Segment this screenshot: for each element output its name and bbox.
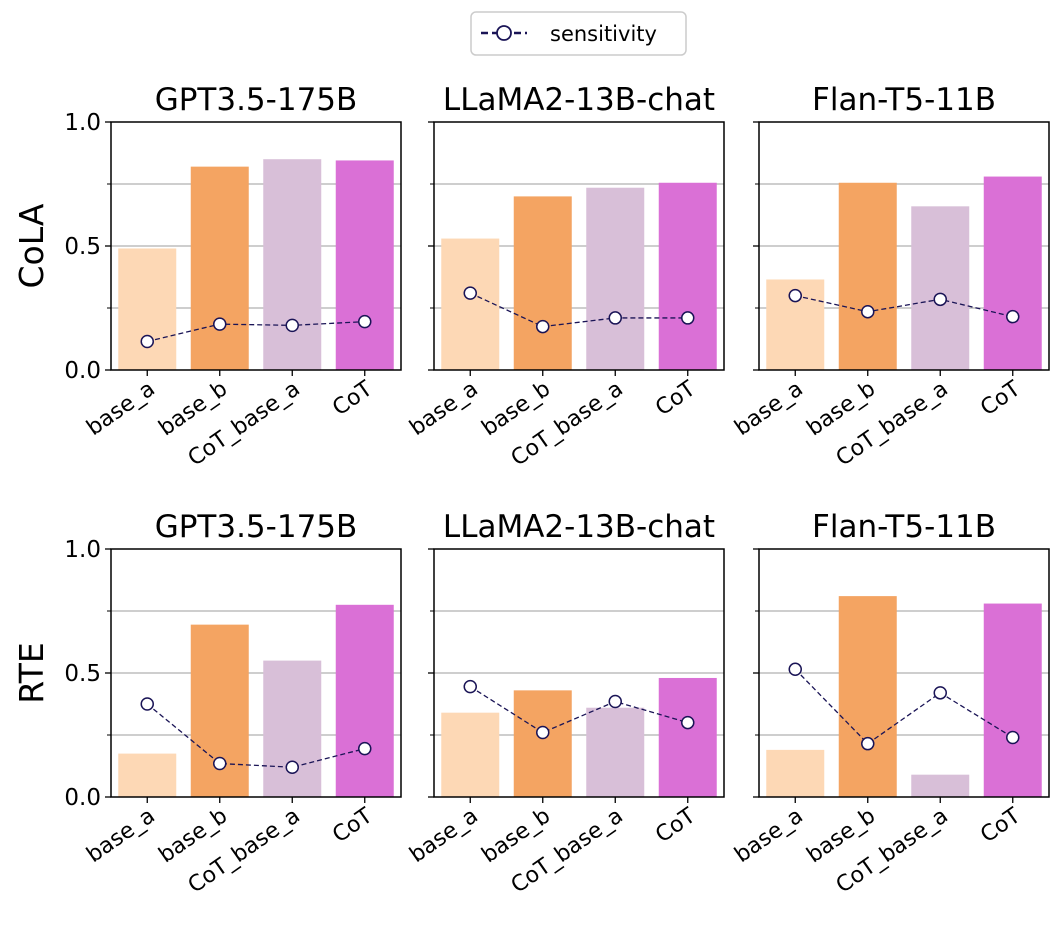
sensitivity-line (469, 686, 688, 734)
bar-base-b (190, 624, 249, 797)
bar-base-b (838, 182, 897, 370)
bar-cot (335, 604, 394, 797)
sensitivity-point (213, 756, 227, 771)
bar-cot (658, 182, 717, 370)
bar-base-a (118, 753, 177, 797)
bar-cot-base-a (586, 187, 645, 370)
x-tick-label: base_a (405, 803, 482, 868)
sensitivity-point (1006, 730, 1020, 745)
panel-title: GPT3.5-175B (155, 509, 358, 545)
bar-base-a (766, 749, 825, 797)
x-tick-label: CoT (651, 376, 700, 421)
bar-cot-base-a (911, 774, 970, 797)
x-tick-label: CoT (328, 376, 377, 421)
x-tick-label: base_a (82, 376, 159, 441)
sensitivity-line (146, 703, 365, 768)
sensitivity-point (358, 314, 372, 329)
row-label: RTE (12, 642, 51, 704)
y-tick-label: 0.0 (64, 785, 101, 811)
panel-title: LLaMA2-13B-chat (443, 509, 715, 545)
legend-sensitivity-marker (496, 25, 512, 41)
x-tick-label: base_a (730, 376, 807, 441)
sensitivity-point (861, 304, 875, 319)
sensitivity-point (681, 311, 695, 325)
sensitivity-point (140, 697, 154, 711)
x-tick-label: CoT (328, 803, 377, 848)
bar-cot (658, 677, 717, 797)
sensitivity-point (536, 319, 550, 334)
sensitivity-point (536, 725, 550, 740)
bar-cot-base-a (263, 660, 322, 797)
y-tick-label: 0.5 (64, 661, 101, 687)
bar-base-b (513, 196, 572, 370)
sensitivity-point (285, 318, 299, 333)
sensitivity-point (140, 334, 154, 349)
panel-title: Flan-T5-11B (812, 82, 996, 118)
panel-title: Flan-T5-11B (812, 509, 996, 545)
sensitivity-point (463, 286, 477, 300)
bar-base-b (838, 596, 897, 797)
sensitivity-line (794, 668, 1014, 745)
bar-cot (983, 176, 1042, 370)
x-tick-label: CoT (976, 376, 1025, 421)
y-tick-label: 1.0 (64, 537, 101, 563)
sensitivity-point (285, 760, 299, 774)
sensitivity-point (861, 736, 875, 751)
x-tick-label: base_a (82, 803, 159, 868)
legend-frame (470, 11, 687, 56)
legend: sensitivity (470, 11, 687, 56)
sensitivity-point (463, 679, 477, 694)
panel-title: LLaMA2-13B-chat (443, 82, 715, 118)
row-label: CoLA (12, 203, 51, 288)
sensitivity-point (608, 311, 622, 325)
sensitivity-point (358, 741, 372, 756)
panel-title: GPT3.5-175B (155, 82, 358, 118)
sensitivity-point (681, 715, 695, 730)
bar-cot-base-a (586, 707, 645, 797)
y-tick-label: 1.0 (64, 110, 101, 136)
sensitivity-point (933, 686, 947, 700)
x-tick-label: base_a (730, 803, 807, 868)
x-tick-label: CoT (976, 803, 1025, 848)
x-tick-label: base_a (405, 376, 482, 441)
sensitivity-point (788, 662, 802, 677)
bar-base-a (441, 712, 500, 797)
sensitivity-point (608, 694, 622, 709)
y-tick-label: 0.0 (64, 358, 101, 384)
bar-cot-base-a (911, 206, 970, 370)
bar-base-b (513, 690, 572, 797)
legend-label: sensitivity (550, 22, 657, 46)
bar-base-b (190, 166, 249, 370)
bar-base-a (118, 248, 177, 370)
sensitivity-point (213, 317, 227, 331)
bar-base-a (441, 238, 500, 370)
bar-cot-base-a (263, 159, 322, 370)
sensitivity-line (147, 320, 365, 343)
sensitivity-point (788, 288, 802, 303)
sensitivity-point (1006, 309, 1020, 324)
sensitivity-line (469, 292, 688, 328)
y-tick-label: 0.5 (64, 234, 101, 260)
x-tick-label: CoT (651, 803, 700, 848)
bar-cot (335, 160, 394, 370)
bar-cot (983, 603, 1042, 797)
sensitivity-point (933, 292, 947, 307)
sensitivity-line (795, 294, 1013, 318)
